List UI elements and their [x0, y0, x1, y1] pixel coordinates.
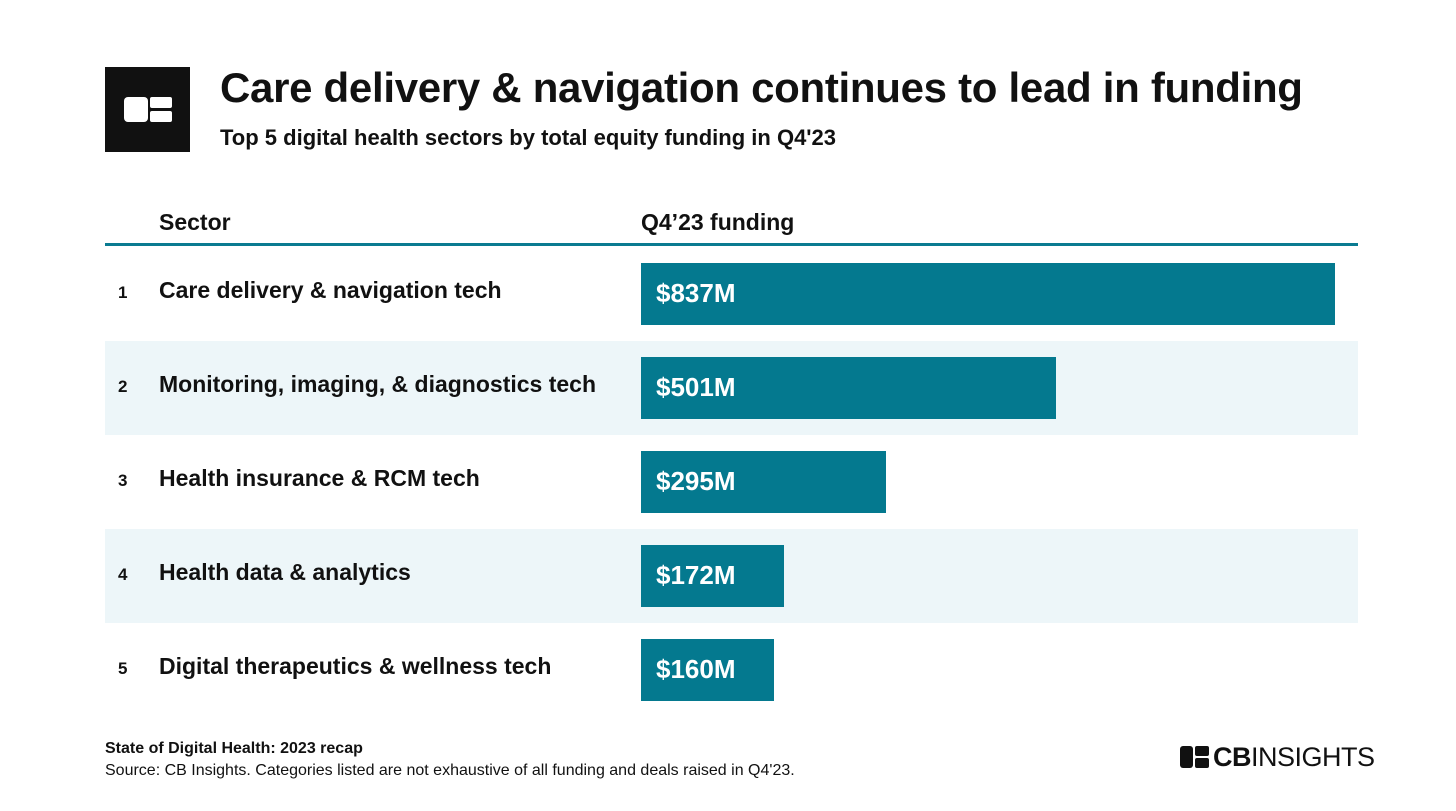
page-subtitle: Top 5 digital health sectors by total eq…	[220, 125, 836, 150]
table-row: 3 Health insurance & RCM tech $295M	[105, 435, 1358, 529]
sector-label: Health insurance & RCM tech	[159, 465, 480, 491]
table-row: 5 Digital therapeutics & wellness tech $16…	[105, 623, 1358, 717]
funding-bar: $295M	[641, 451, 886, 513]
sector-label: Monitoring, imaging, & diagnostics tech	[159, 371, 597, 397]
funding-value-label: $501M	[656, 372, 736, 402]
table-row: 2 Monitoring, imaging, & diagnostics tech…	[105, 341, 1358, 435]
sector-label: Health data & analytics	[159, 559, 411, 585]
rank-number: 2	[118, 377, 128, 396]
column-header-sector: Sector	[159, 209, 231, 235]
brand-text-bold: CB	[1213, 742, 1252, 772]
table-row: 4 Health data & analytics $172M	[105, 529, 1358, 623]
column-header-funding: Q4’23 funding	[641, 209, 795, 235]
funding-value-label: $160M	[656, 654, 736, 684]
sector-label: Care delivery & navigation tech	[159, 277, 502, 303]
cb-insights-logo-icon	[105, 67, 190, 152]
rank-number: 1	[118, 283, 128, 302]
funding-value-label: $837M	[656, 278, 736, 308]
funding-bar: $172M	[641, 545, 784, 607]
rank-number: 3	[118, 471, 128, 490]
report-name: State of Digital Health: 2023 recap	[105, 740, 363, 757]
funding-bar: $837M	[641, 263, 1335, 325]
cb-insights-mark-icon	[1180, 746, 1209, 768]
brand-text: CBINSIGHTS	[1213, 742, 1375, 773]
funding-bar: $160M	[641, 639, 774, 701]
source-note: Source: CB Insights. Categories listed a…	[105, 762, 795, 779]
rank-number: 4	[118, 565, 128, 584]
sector-label: Digital therapeutics & wellness tech	[159, 653, 552, 679]
table-row: 1 Care delivery & navigation tech $837M	[105, 247, 1358, 341]
funding-value-label: $295M	[656, 466, 736, 496]
header-divider	[105, 243, 1358, 246]
funding-bar: $501M	[641, 357, 1056, 419]
rank-number: 5	[118, 659, 128, 678]
funding-value-label: $172M	[656, 560, 736, 590]
brand-text-light: INSIGHTS	[1251, 742, 1375, 772]
page-title: Care delivery & navigation continues to …	[220, 64, 1303, 111]
